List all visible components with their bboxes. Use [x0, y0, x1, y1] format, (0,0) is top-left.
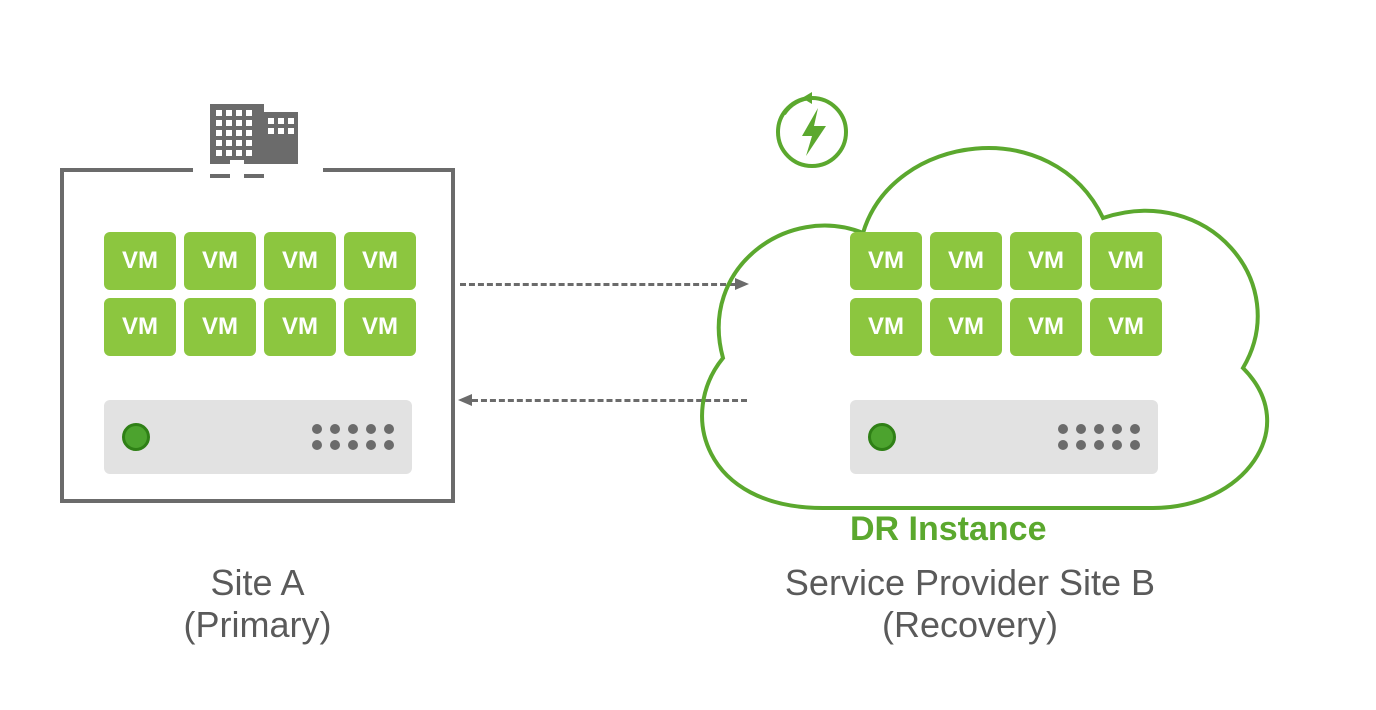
- vm-tile: VM: [930, 298, 1002, 356]
- vm-tile: VM: [1010, 298, 1082, 356]
- caption-site-a-line2: (Primary): [60, 604, 455, 646]
- server-port-dots: [1058, 424, 1140, 450]
- vm-tile: VM: [104, 298, 176, 356]
- site-a-border-gap: [193, 164, 323, 174]
- vm-tile: VM: [184, 232, 256, 290]
- vm-tile: VM: [104, 232, 176, 290]
- diagram-canvas: VM VM VM VM VM VM VM VM VM VM VM VM: [0, 0, 1376, 710]
- server-port-dots: [312, 424, 394, 450]
- vm-tile: VM: [264, 298, 336, 356]
- vm-tile: VM: [930, 232, 1002, 290]
- vm-tile: VM: [344, 232, 416, 290]
- server-appliance-site-b: [850, 400, 1158, 474]
- vm-tile: VM: [850, 232, 922, 290]
- vm-tile: VM: [850, 298, 922, 356]
- dr-instance-label: DR Instance: [840, 510, 1057, 549]
- vm-grid-site-a: VM VM VM VM VM VM VM VM: [104, 232, 416, 356]
- vm-tile: VM: [184, 298, 256, 356]
- caption-site-b-line2: (Recovery): [640, 604, 1300, 646]
- arrow-head-left-icon: [458, 394, 472, 406]
- vm-tile: VM: [1010, 232, 1082, 290]
- vm-grid-site-b: VM VM VM VM VM VM VM VM: [850, 232, 1162, 356]
- server-led-icon: [122, 423, 150, 451]
- vm-tile: VM: [264, 232, 336, 290]
- vm-tile: VM: [344, 298, 416, 356]
- caption-site-a-line1: Site A: [210, 562, 304, 603]
- server-appliance-site-a: [104, 400, 412, 474]
- server-led-icon: [868, 423, 896, 451]
- vm-tile: VM: [1090, 298, 1162, 356]
- caption-site-a: Site A (Primary): [60, 562, 455, 646]
- caption-site-b: Service Provider Site B (Recovery): [640, 562, 1300, 646]
- recovery-bolt-icon: [772, 92, 852, 172]
- vm-tile: VM: [1090, 232, 1162, 290]
- caption-site-b-line1: Service Provider Site B: [785, 562, 1155, 603]
